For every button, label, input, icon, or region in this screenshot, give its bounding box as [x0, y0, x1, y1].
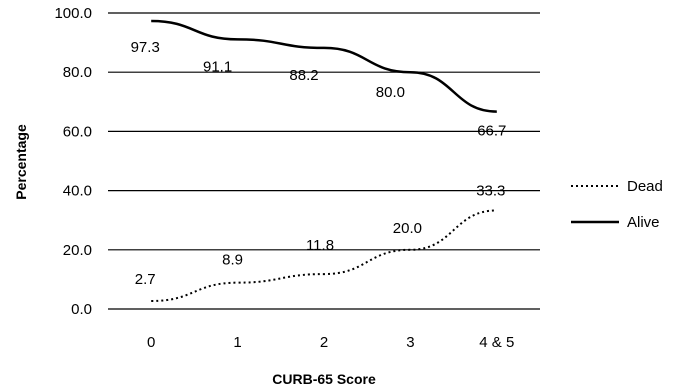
x-tick-label: 1	[233, 334, 241, 351]
data-label: 66.7	[477, 123, 506, 140]
data-label: 20.0	[393, 220, 422, 237]
legend-label-dead: Dead	[627, 178, 663, 195]
data-label: 2.7	[135, 271, 156, 288]
y-tick-label: 40.0	[63, 183, 92, 200]
y-tick-label: 20.0	[63, 242, 92, 259]
data-labels: 2.7 8.9 11.8 20.0 33.3 97.3 91.1 88.2 80.0 66.7	[131, 39, 507, 288]
series-lines	[151, 19, 497, 303]
data-label: 11.8	[306, 237, 334, 254]
series-line-alive	[151, 19, 497, 113]
x-tick-label: 2	[320, 334, 328, 351]
y-tick-label: 80.0	[63, 64, 92, 81]
data-label: 33.3	[476, 182, 505, 199]
data-label: 97.3	[131, 39, 160, 56]
data-label: 91.1	[203, 58, 232, 75]
x-tick-label: 3	[406, 334, 414, 351]
x-axis-ticks: 0 1 2 3 4 & 5	[147, 334, 514, 351]
y-axis-ticks: 0.0 20.0 40.0 60.0 80.0 100.0	[54, 5, 92, 318]
x-tick-label: 0	[147, 334, 155, 351]
y-tick-label: 0.0	[71, 301, 92, 318]
y-axis-title: Percentage	[13, 124, 29, 200]
y-tick-label: 60.0	[63, 123, 92, 140]
data-label: 8.9	[222, 252, 243, 269]
data-label: 80.0	[376, 84, 405, 101]
series-line-dead	[151, 209, 497, 303]
y-tick-label: 100.0	[54, 5, 92, 22]
legend-label-alive: Alive	[627, 214, 660, 231]
data-label: 88.2	[289, 67, 318, 84]
gridlines	[108, 12, 540, 310]
x-axis-title: CURB-65 Score	[272, 371, 376, 387]
legend: Dead Alive	[571, 178, 663, 231]
x-tick-label: 4 & 5	[479, 334, 514, 351]
